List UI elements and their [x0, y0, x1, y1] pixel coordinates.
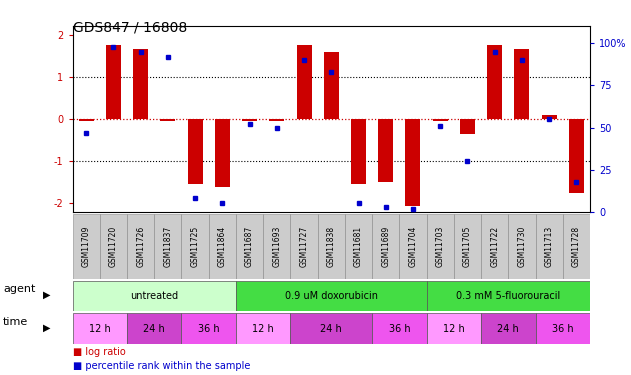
Text: GSM11713: GSM11713	[545, 226, 553, 267]
Text: 36 h: 36 h	[389, 324, 410, 333]
Text: 36 h: 36 h	[552, 324, 574, 333]
Text: 12 h: 12 h	[443, 324, 464, 333]
Bar	[236, 281, 427, 310]
Bar	[481, 313, 536, 344]
Bar	[372, 313, 427, 344]
Text: 12 h: 12 h	[252, 324, 274, 333]
Bar	[182, 313, 236, 344]
Bar	[378, 119, 393, 182]
Text: ▶: ▶	[43, 290, 50, 300]
Bar	[106, 45, 121, 119]
Text: time: time	[3, 317, 28, 327]
Text: GSM11709: GSM11709	[81, 226, 91, 267]
Bar	[127, 214, 154, 279]
Text: ▶: ▶	[43, 322, 50, 332]
Text: agent: agent	[3, 284, 35, 294]
Text: GSM11728: GSM11728	[572, 226, 581, 267]
Text: 24 h: 24 h	[143, 324, 165, 333]
Bar	[290, 214, 317, 279]
Bar	[73, 214, 100, 279]
Bar	[236, 214, 263, 279]
Bar	[79, 119, 93, 121]
Text: 0.3 mM 5-fluorouracil: 0.3 mM 5-fluorouracil	[456, 291, 560, 301]
Text: GSM11727: GSM11727	[300, 226, 309, 267]
Text: GSM11705: GSM11705	[463, 226, 472, 267]
Bar	[427, 281, 590, 310]
Text: GDS847 / 16808: GDS847 / 16808	[73, 21, 187, 34]
Text: GSM11730: GSM11730	[517, 226, 526, 267]
Bar	[351, 119, 366, 184]
Bar	[297, 45, 312, 119]
Bar	[514, 50, 529, 119]
Bar	[100, 214, 127, 279]
Bar	[73, 281, 236, 310]
Bar	[541, 115, 557, 119]
Bar	[433, 119, 448, 121]
Bar	[133, 50, 148, 119]
Bar	[160, 119, 175, 121]
Text: GSM11703: GSM11703	[436, 226, 445, 267]
Text: GSM11837: GSM11837	[163, 226, 172, 267]
Bar	[509, 214, 536, 279]
Text: 12 h: 12 h	[89, 324, 110, 333]
Bar	[209, 214, 236, 279]
Text: GSM11693: GSM11693	[273, 226, 281, 267]
Text: GSM11864: GSM11864	[218, 226, 227, 267]
Bar	[569, 119, 584, 193]
Text: GSM11689: GSM11689	[381, 226, 390, 267]
Bar	[182, 214, 209, 279]
Bar	[345, 214, 372, 279]
Text: 0.9 uM doxorubicin: 0.9 uM doxorubicin	[285, 291, 378, 301]
Bar	[481, 214, 509, 279]
Bar	[454, 214, 481, 279]
Bar	[73, 313, 127, 344]
Bar	[563, 214, 590, 279]
Text: 24 h: 24 h	[497, 324, 519, 333]
Bar	[427, 214, 454, 279]
Text: 36 h: 36 h	[198, 324, 220, 333]
Bar	[460, 119, 475, 134]
Bar	[427, 313, 481, 344]
Text: GSM11687: GSM11687	[245, 226, 254, 267]
Bar	[269, 119, 285, 121]
Bar	[324, 52, 339, 119]
Bar	[215, 119, 230, 187]
Text: GSM11720: GSM11720	[109, 226, 118, 267]
Text: GSM11725: GSM11725	[191, 226, 199, 267]
Text: GSM11722: GSM11722	[490, 226, 499, 267]
Bar	[127, 313, 182, 344]
Bar	[317, 214, 345, 279]
Bar	[154, 214, 182, 279]
Text: GSM11681: GSM11681	[354, 226, 363, 267]
Bar	[187, 119, 203, 184]
Bar	[290, 313, 372, 344]
Text: untreated: untreated	[130, 291, 179, 301]
Bar	[263, 214, 290, 279]
Bar	[536, 313, 590, 344]
Text: GSM11838: GSM11838	[327, 226, 336, 267]
Bar	[372, 214, 399, 279]
Text: GSM11704: GSM11704	[408, 226, 418, 267]
Bar	[406, 119, 420, 206]
Bar	[487, 45, 502, 119]
Text: ■ percentile rank within the sample: ■ percentile rank within the sample	[73, 361, 250, 371]
Bar	[242, 119, 257, 121]
Bar	[399, 214, 427, 279]
Bar	[536, 214, 563, 279]
Bar	[236, 313, 290, 344]
Text: 24 h: 24 h	[321, 324, 342, 333]
Text: ■ log ratio: ■ log ratio	[73, 347, 126, 357]
Text: GSM11726: GSM11726	[136, 226, 145, 267]
